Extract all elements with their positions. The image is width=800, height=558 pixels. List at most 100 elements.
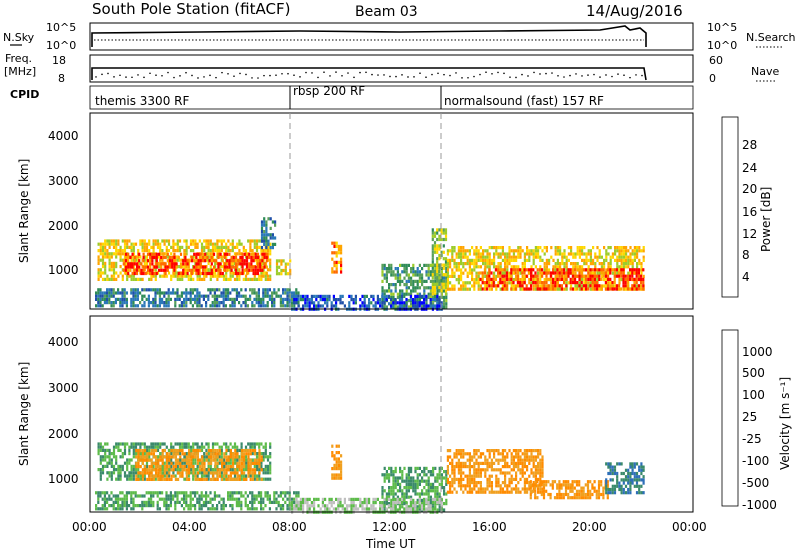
heat-cell-2 xyxy=(214,494,216,497)
heat-cell-0 xyxy=(113,243,115,246)
heat-cell-1 xyxy=(264,253,266,256)
heat-cell-8 xyxy=(473,249,475,252)
heat-cell-0 xyxy=(148,278,150,281)
heat-cell-9 xyxy=(603,271,605,274)
heat-cell-2 xyxy=(121,504,123,507)
heat-cell-3 xyxy=(251,301,253,304)
heat-cell-7 xyxy=(438,286,440,289)
heat-cell-3 xyxy=(108,288,110,291)
heat-cell-0 xyxy=(113,471,115,474)
heat-cell-6 xyxy=(384,273,386,276)
nave-dot xyxy=(425,76,427,78)
heat-cell-9 xyxy=(561,271,563,274)
heat-cell-10 xyxy=(392,301,394,304)
heat-cell-10 xyxy=(368,301,370,304)
heat-cell-9 xyxy=(640,287,642,290)
heat-cell-8 xyxy=(577,246,579,249)
heat-cell-4 xyxy=(392,483,394,486)
heat-cell-9 xyxy=(642,278,644,281)
heat-cell-1 xyxy=(153,468,155,471)
heat-cell-1 xyxy=(215,259,217,262)
heat-cell-2 xyxy=(176,494,178,497)
heat-cell-0 xyxy=(122,252,124,255)
heat-cell-9 xyxy=(521,271,523,274)
heat-cell-0 xyxy=(111,478,113,481)
heat-cell-1 xyxy=(164,468,166,471)
heat-cell-6 xyxy=(443,302,445,305)
heat-cell-2 xyxy=(253,501,255,504)
heat-cell-2 xyxy=(176,501,178,504)
heat-cell-8 xyxy=(451,284,453,287)
heat-cell-5 xyxy=(340,251,342,254)
heat-cell-1 xyxy=(195,452,197,455)
heat-cell-4 xyxy=(417,486,419,489)
heat-cell-4 xyxy=(434,480,436,483)
heat-cell-9 xyxy=(629,275,631,278)
heat-cell-8 xyxy=(522,262,524,265)
heat-cell-10 xyxy=(339,298,341,301)
heat-cell-0 xyxy=(214,246,216,249)
heat-cell-3 xyxy=(238,291,240,294)
heat-cell-8 xyxy=(574,265,576,268)
heat-cell-2 xyxy=(223,507,225,510)
heat-cell-9 xyxy=(482,281,484,284)
heat-cell-0 xyxy=(122,275,124,278)
heat-cell-0 xyxy=(120,449,122,452)
heat-cell-0 xyxy=(148,449,150,452)
heat-cell-8 xyxy=(632,252,634,255)
heat-cell-0 xyxy=(269,275,271,278)
heat-cell-1 xyxy=(155,462,157,465)
nave-dot xyxy=(581,75,583,77)
heat-cell-1 xyxy=(237,262,239,265)
heat-cell-9 xyxy=(616,287,618,290)
heat-cell-4 xyxy=(390,467,392,470)
heat-cell-7 xyxy=(432,260,434,263)
heat-cell-0 xyxy=(212,446,214,449)
heat-cell-9 xyxy=(548,271,550,274)
heat-cell-1 xyxy=(217,266,219,269)
heat-cell-3 xyxy=(201,295,203,298)
heat-cell-8 xyxy=(621,259,623,262)
heat-cell-9 xyxy=(530,275,532,278)
heat-cell-5 xyxy=(333,261,335,264)
heat-cell-9 xyxy=(607,275,609,278)
heat-cell-3 xyxy=(190,288,192,291)
heat-cell-9 xyxy=(482,271,484,274)
heat-cell-3 xyxy=(198,304,200,307)
heat-cell-8 xyxy=(491,288,493,291)
heat-cell-0 xyxy=(166,471,168,474)
heat-cell-10 xyxy=(364,301,366,304)
heat-cell-10 xyxy=(348,304,350,307)
heat-cell-0 xyxy=(142,239,144,242)
heat-cell-1 xyxy=(166,452,168,455)
heat-cell-0 xyxy=(230,249,232,252)
heat-cell-0 xyxy=(100,471,102,474)
heat-cell-10 xyxy=(322,295,324,298)
heat-cell-8 xyxy=(493,265,495,268)
heat-cell-1 xyxy=(239,462,241,465)
heat-cell-9 xyxy=(631,268,633,271)
heat-cell-9 xyxy=(607,268,609,271)
heat-cell-8 xyxy=(636,256,638,259)
heat-cell-9 xyxy=(550,275,552,278)
heat-cell-8 xyxy=(568,246,570,249)
heat-cell-8 xyxy=(451,259,453,262)
heat-cell-6 xyxy=(397,270,399,273)
heat-cell-8 xyxy=(612,272,614,275)
heat-cell-8 xyxy=(592,262,594,265)
heat-cell-8 xyxy=(537,256,539,259)
heat-cell-1 xyxy=(266,272,268,275)
heat-cell-1 xyxy=(234,455,236,458)
heat-cell-0 xyxy=(161,465,163,468)
heat-cell-2 xyxy=(236,504,238,507)
heat-cell-0 xyxy=(238,268,240,271)
heat-cell-4 xyxy=(432,467,434,470)
heat-cell-2 xyxy=(163,504,165,507)
heat-cell-8 xyxy=(533,256,535,259)
heat-cell-3 xyxy=(159,298,161,301)
heat-cell-8 xyxy=(513,265,515,268)
heat-cell-9 xyxy=(554,278,556,281)
heat-cell-1 xyxy=(160,269,162,272)
heat-cell-8 xyxy=(447,281,449,284)
heat-cell-0 xyxy=(113,452,115,455)
